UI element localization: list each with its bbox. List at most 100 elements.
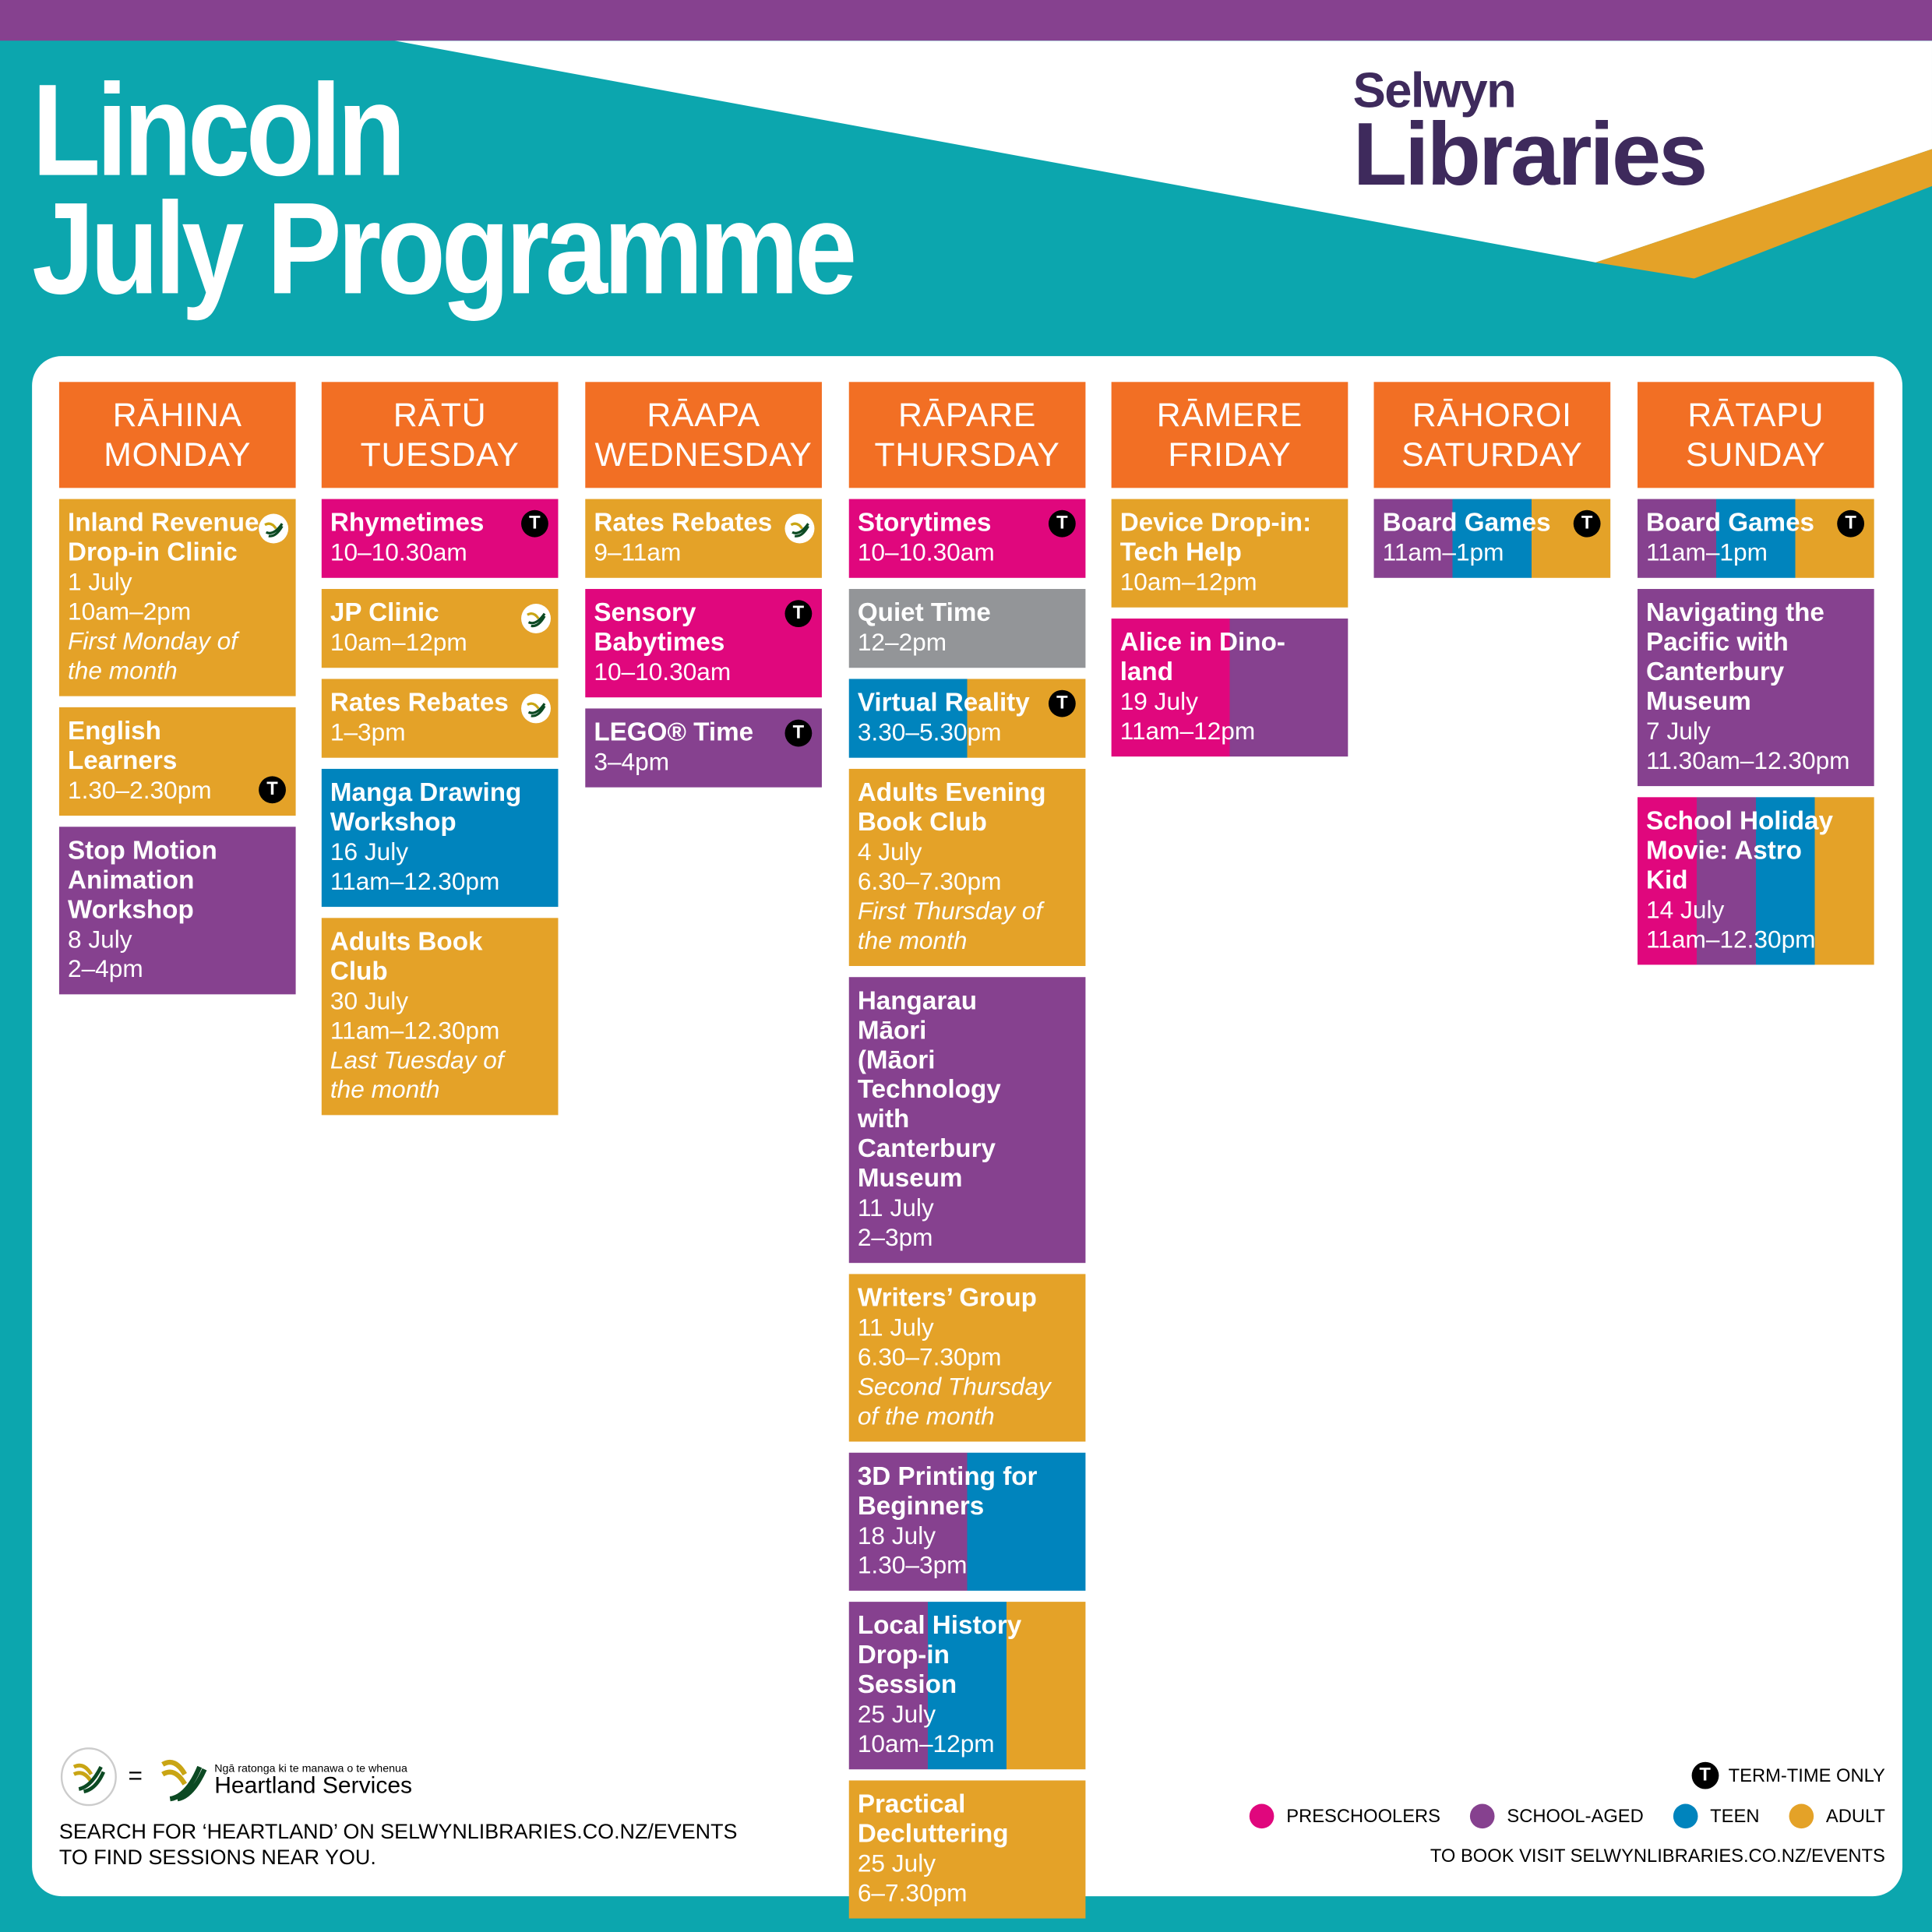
- event-title: Practical Decluttering: [857, 1790, 1009, 1849]
- event-time: 10am–12pm: [330, 629, 467, 658]
- event-title: Manga Drawing Workshop: [330, 778, 522, 837]
- legend-label: ADULT: [1825, 1805, 1885, 1827]
- event-title: Adults Book Club: [330, 927, 483, 986]
- event-time: 11am–12.30pm: [330, 1017, 500, 1045]
- legend-item-adult: ADULT: [1789, 1803, 1885, 1829]
- logo-line-1: Selwyn: [1352, 64, 1517, 118]
- event-title: Device Drop-in: Tech Help: [1119, 509, 1312, 567]
- event-time: 2–4pm: [67, 956, 143, 984]
- day-name-english: FRIDAY: [1168, 435, 1292, 474]
- legend-item-preschoolers: PRESCHOOLERS: [1249, 1803, 1440, 1829]
- event-note: First Thursday of the month: [857, 898, 1043, 955]
- term-time-icon: T: [1048, 689, 1076, 717]
- event-title: LEGO® Time: [594, 718, 754, 747]
- event-card[interactable]: Hangarau Māori (Māori Technology with Ca…: [848, 977, 1086, 1264]
- term-time-icon: T: [1691, 1761, 1719, 1789]
- event-card[interactable]: Virtual Reality 3.30–5.30pm T: [848, 679, 1086, 758]
- day-name-maori: RĀTAPU: [1687, 397, 1824, 434]
- event-title: Rates Rebates: [594, 509, 773, 538]
- event-card[interactable]: Board Games 11am–1pm T: [1637, 499, 1874, 578]
- day-name-maori: RĀPARE: [897, 397, 1037, 434]
- day-column-friday: RĀMERE FRIDAY Device Drop-in: Tech Help 10a…: [1111, 382, 1349, 757]
- booking-text: TO BOOK VISIT SELWYNLIBRARIES.CO.NZ/EVEN…: [1430, 1846, 1885, 1867]
- legend: T TERM-TIME ONLY PRESCHOOLERS SCHOOL-AGED…: [1229, 1761, 1885, 1881]
- heartland-key: = Ngā ratonga ki te manawa o te whenua H…: [59, 1747, 428, 1813]
- day-name-english: MONDAY: [104, 435, 252, 474]
- event-card[interactable]: Inland Revenue Drop-in Clinic 1 July 10am–…: [58, 499, 296, 696]
- day-header: RĀHOROI SATURDAY: [1373, 382, 1611, 488]
- event-time: 11am–12pm: [1119, 718, 1256, 746]
- event-time: 11.30am–12.30pm: [1646, 748, 1850, 775]
- event-date: 30 July: [330, 988, 409, 1016]
- event-card[interactable]: School Holiday Movie: Astro Kid 14 July 11…: [1637, 797, 1874, 965]
- event-date: 7 July: [1646, 718, 1711, 746]
- event-card[interactable]: 3D Printing for Beginners 18 July 1.30–3pm: [848, 1452, 1086, 1591]
- event-time: 10–10.30am: [594, 659, 732, 686]
- heartland-icon: [521, 603, 551, 633]
- event-card[interactable]: Navigating the Pacific with Canterbury M…: [1637, 589, 1874, 787]
- day-name-maori: RĀHINA: [112, 397, 242, 434]
- event-title: Board Games: [1646, 509, 1815, 538]
- event-card[interactable]: Board Games 11am–1pm T: [1373, 499, 1611, 578]
- heartland-icon: [521, 693, 551, 724]
- event-note: Second Thursday of the month: [857, 1373, 1051, 1431]
- event-time: 10–10.30am: [330, 539, 467, 567]
- term-time-icon: T: [1048, 509, 1076, 538]
- event-title: Sensory Babytimes: [594, 598, 725, 658]
- event-card[interactable]: Quiet Time 12–2pm: [848, 589, 1086, 668]
- heartland-search-text: SEARCH FOR ‘HEARTLAND’ ON SELWYNLIBRARIE…: [58, 1820, 738, 1870]
- event-card[interactable]: Rhymetimes 10–10.30am T: [321, 499, 559, 578]
- day-name-maori: RĀAPA: [647, 397, 760, 434]
- banner-white-shape: [394, 41, 1932, 263]
- event-card[interactable]: LEGO® Time 3–4pm T: [585, 708, 822, 788]
- event-card[interactable]: English Learners 1.30–2.30pm T: [58, 707, 296, 816]
- logo-line-2: Libraries: [1352, 106, 1708, 205]
- event-card[interactable]: Adults Evening Book Club 4 July 6.30–7.30p…: [848, 768, 1086, 966]
- page-title: Lincoln July Programme: [32, 58, 857, 322]
- day-name-maori: RĀMERE: [1156, 397, 1303, 434]
- top-bar: [0, 0, 1932, 41]
- event-card[interactable]: JP Clinic 10am–12pm: [321, 589, 559, 668]
- event-note: Last Tuesday of the month: [330, 1047, 504, 1105]
- event-title: Rates Rebates: [330, 689, 509, 717]
- event-card[interactable]: Adults Book Club 30 July 11am–12.30pm Last …: [321, 918, 559, 1116]
- event-card[interactable]: Storytimes 10–10.30am T: [848, 499, 1086, 578]
- event-title: Writers’ Group: [857, 1284, 1037, 1313]
- event-title: JP Clinic: [330, 598, 439, 628]
- event-card[interactable]: Stop Motion Animation Workshop 8 July 2–4p…: [58, 827, 296, 995]
- legend-dot-icon: [1673, 1803, 1698, 1829]
- event-card[interactable]: Practical Decluttering 25 July 6–7.30pm: [848, 1780, 1086, 1919]
- event-time: 9–11am: [594, 539, 682, 567]
- legend-label: SCHOOL-AGED: [1507, 1805, 1644, 1827]
- day-name-maori: RĀTŪ: [393, 397, 487, 434]
- event-card[interactable]: Manga Drawing Workshop 16 July 11am–12.30p…: [321, 768, 559, 908]
- event-card[interactable]: Writers’ Group 11 July 6.30–7.30pm Second T…: [848, 1274, 1086, 1442]
- event-date: 4 July: [857, 839, 922, 866]
- event-title: English Learners: [67, 717, 178, 775]
- banner-orange-stripe: [1595, 149, 1932, 279]
- event-card[interactable]: Device Drop-in: Tech Help 10am–12pm: [1111, 499, 1349, 608]
- day-name-english: TUESDAY: [360, 435, 520, 474]
- event-time: 11am–1pm: [1382, 539, 1504, 567]
- event-title: Alice in Dino-land: [1119, 628, 1285, 686]
- event-card[interactable]: Local History Drop-in Session 25 July 10am…: [848, 1602, 1086, 1770]
- event-card[interactable]: Rates Rebates 1–3pm: [321, 679, 559, 758]
- day-name-english: SUNDAY: [1686, 435, 1826, 474]
- day-column-monday: RĀHINA MONDAY Inland Revenue Drop-in Clini…: [58, 382, 296, 995]
- event-date: 19 July: [1119, 689, 1198, 716]
- event-time: 1–3pm: [330, 719, 406, 747]
- event-card[interactable]: Alice in Dino-land 19 July 11am–12pm: [1111, 618, 1349, 757]
- legend-audiences: PRESCHOOLERS SCHOOL-AGED TEEN ADULT: [1229, 1803, 1885, 1829]
- day-header: RĀHINA MONDAY: [58, 382, 296, 488]
- day-name-english: THURSDAY: [874, 435, 1060, 474]
- event-time: 10am–12pm: [1119, 569, 1257, 597]
- event-time: 11am–12.30pm: [330, 869, 500, 896]
- legend-term-time: T TERM-TIME ONLY: [1229, 1761, 1885, 1789]
- event-date: 16 July: [330, 839, 409, 866]
- day-name-english: WEDNESDAY: [594, 435, 813, 474]
- event-title: School Holiday Movie: Astro Kid: [1646, 806, 1833, 895]
- event-card[interactable]: Rates Rebates 9–11am: [585, 499, 822, 578]
- event-card[interactable]: Sensory Babytimes 10–10.30am T: [585, 589, 822, 698]
- legend-dot-icon: [1249, 1803, 1274, 1829]
- event-note: First Monday of the month: [67, 628, 238, 686]
